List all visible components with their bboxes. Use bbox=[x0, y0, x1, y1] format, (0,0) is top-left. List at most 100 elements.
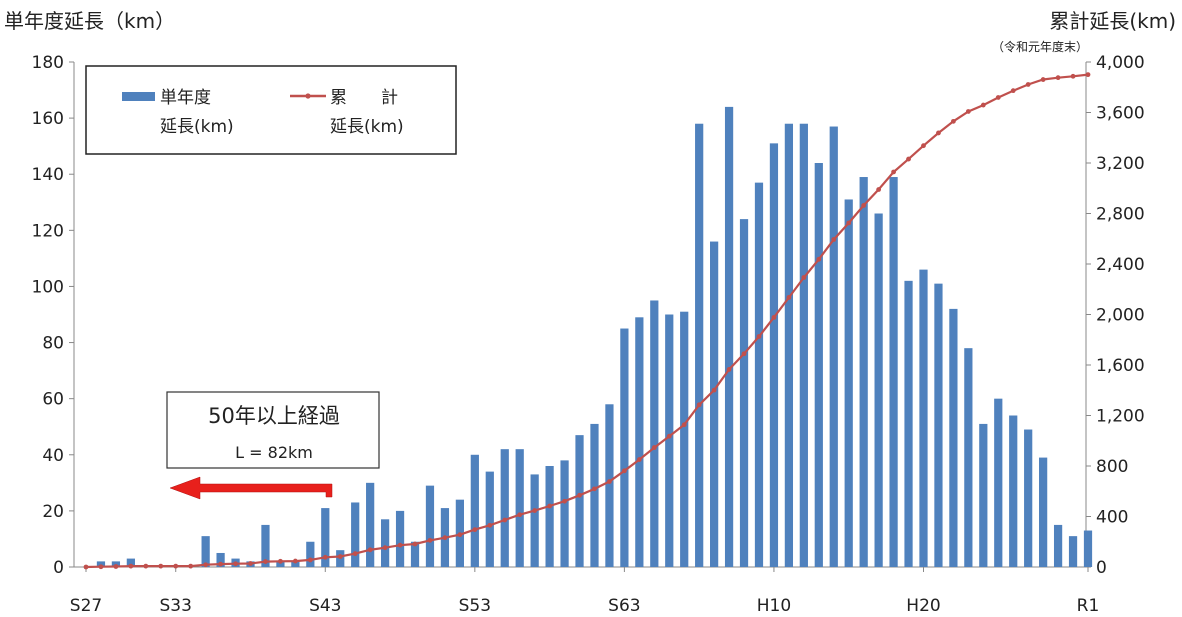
x-tick-label: R1 bbox=[1077, 596, 1100, 616]
cumulative-point bbox=[502, 517, 508, 523]
right-tick-label: 400 bbox=[1096, 508, 1128, 528]
cumulative-point bbox=[248, 561, 253, 566]
cumulative-point bbox=[1070, 73, 1076, 79]
cumulative-point bbox=[607, 479, 612, 484]
cumulative-point bbox=[427, 537, 433, 543]
right-tick-label: 2,000 bbox=[1096, 306, 1145, 326]
left-tick-label: 120 bbox=[32, 221, 64, 241]
bar bbox=[859, 177, 868, 567]
right-tick-label: 800 bbox=[1096, 457, 1128, 477]
bar bbox=[261, 524, 270, 567]
bar bbox=[754, 182, 764, 567]
cumulative-point bbox=[1025, 82, 1031, 87]
bar bbox=[1024, 429, 1033, 567]
cumulative-point bbox=[188, 563, 194, 569]
cumulative-point bbox=[921, 143, 926, 149]
cumulative-point bbox=[831, 237, 837, 242]
bar bbox=[635, 317, 644, 567]
bar bbox=[500, 449, 509, 567]
cumulative-point bbox=[397, 542, 403, 548]
right-tick-label: 2,400 bbox=[1096, 255, 1145, 275]
bar bbox=[410, 541, 420, 567]
left-tick-label: 100 bbox=[32, 277, 64, 297]
cumulative-point bbox=[352, 551, 358, 557]
left-tick-label: 160 bbox=[32, 109, 64, 129]
cumulative-point bbox=[128, 563, 134, 569]
legend-bar-swatch bbox=[122, 92, 155, 101]
bar bbox=[485, 471, 494, 567]
left-axis-ticks: 0 20 40 60 80 100 120 140 160 180 bbox=[32, 53, 74, 578]
x-tick-label: S53 bbox=[459, 596, 491, 616]
x-tick-label: S33 bbox=[160, 596, 192, 616]
line-series bbox=[83, 72, 1091, 570]
legend-bar-label-line2: 延長(km) bbox=[160, 117, 234, 137]
cumulative-point bbox=[442, 535, 448, 541]
cumulative-point bbox=[621, 468, 627, 474]
legend-line-marker bbox=[305, 93, 311, 99]
annotation: 50年以上経過 L = 82km bbox=[166, 391, 380, 500]
legend-line-label-line1: 累 計 bbox=[330, 88, 398, 108]
bar bbox=[889, 177, 898, 567]
cumulative-point bbox=[203, 562, 209, 568]
bar bbox=[1083, 530, 1093, 567]
bar bbox=[739, 219, 749, 567]
cumulative-point bbox=[218, 561, 223, 567]
left-tick-label: 60 bbox=[42, 390, 64, 410]
cumulative-point bbox=[532, 508, 538, 513]
bar bbox=[829, 126, 838, 568]
bar bbox=[1068, 536, 1078, 567]
x-axis-ticks: S27 S33 S43 S53 S63 H10 H20 R1 bbox=[70, 567, 1100, 616]
bar bbox=[964, 348, 973, 567]
bar bbox=[321, 508, 330, 567]
legend-bar-label-line1: 単年度 bbox=[160, 88, 211, 108]
cumulative-point bbox=[83, 564, 89, 570]
left-tick-label: 80 bbox=[42, 334, 64, 354]
bar bbox=[291, 561, 300, 567]
cumulative-point bbox=[995, 95, 1001, 100]
bar bbox=[994, 398, 1003, 567]
cumulative-point bbox=[965, 109, 971, 114]
cumulative-point bbox=[951, 118, 956, 124]
right-tick-label: 0 bbox=[1096, 558, 1107, 578]
cumulative-point bbox=[592, 486, 597, 492]
cumulative-point bbox=[278, 558, 283, 564]
cumulative-point bbox=[547, 503, 553, 509]
bar bbox=[530, 474, 539, 567]
cumulative-point bbox=[263, 559, 268, 564]
x-tick-label: S43 bbox=[309, 596, 341, 616]
right-axis-ticks: 0 400 800 1,200 1,600 2,000 2,400 2,800 3,200 3,6… bbox=[1086, 53, 1145, 578]
cumulative-point bbox=[816, 256, 822, 262]
bar bbox=[680, 311, 689, 567]
cumulative-point bbox=[173, 563, 179, 569]
bar bbox=[1053, 524, 1063, 567]
x-tick-label: H10 bbox=[757, 596, 791, 616]
bar bbox=[306, 541, 315, 567]
cumulative-point bbox=[562, 498, 567, 504]
bar bbox=[605, 404, 614, 567]
right-axis-note: （令和元年度末） bbox=[992, 39, 1088, 54]
bar bbox=[590, 423, 599, 567]
x-tick-label: S27 bbox=[70, 596, 102, 616]
left-tick-label: 40 bbox=[42, 446, 64, 466]
left-tick-label: 140 bbox=[32, 165, 64, 185]
bar bbox=[724, 106, 734, 567]
annotation-line2: L = 82km bbox=[235, 443, 313, 462]
cumulative-point bbox=[472, 527, 478, 533]
cumulative-point bbox=[636, 457, 642, 462]
bar bbox=[470, 454, 479, 567]
cumulative-point bbox=[113, 564, 119, 569]
cumulative-point bbox=[577, 492, 582, 498]
left-axis-title: 単年度延長（km） bbox=[4, 9, 175, 33]
bar bbox=[395, 510, 405, 567]
cumulative-point bbox=[786, 295, 792, 300]
cumulative-point bbox=[1040, 77, 1046, 82]
cumulative-point bbox=[651, 445, 657, 450]
cumulative-point bbox=[158, 563, 164, 569]
bar bbox=[276, 561, 285, 567]
right-tick-label: 1,600 bbox=[1096, 356, 1145, 376]
cumulative-point bbox=[457, 532, 463, 538]
bar bbox=[380, 519, 390, 567]
cumulative-point bbox=[322, 554, 328, 560]
bar bbox=[351, 502, 360, 567]
